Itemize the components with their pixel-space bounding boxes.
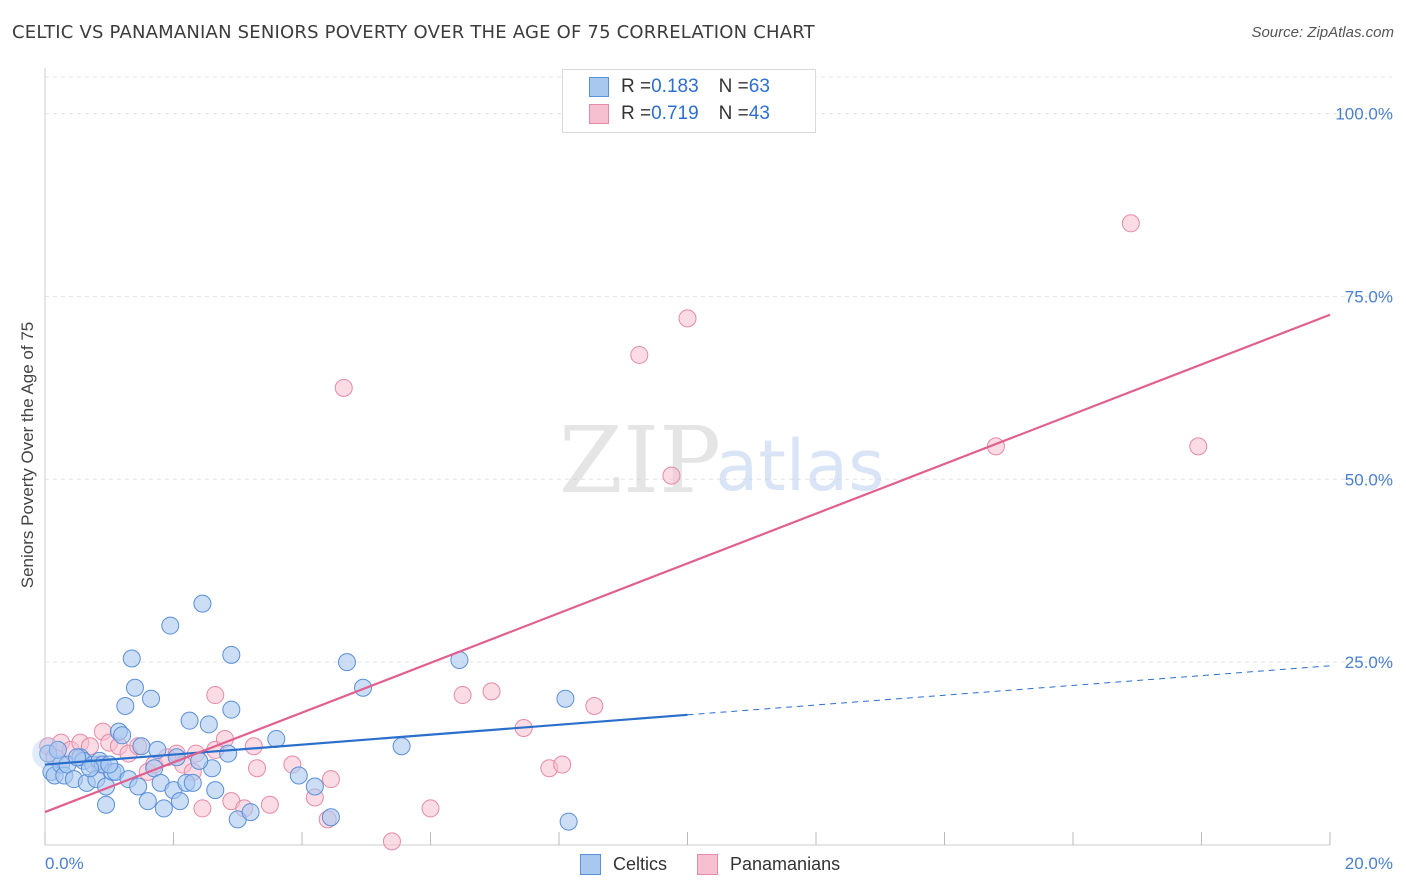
panamanian-point: [482, 682, 501, 701]
legend-n-value: 63: [748, 76, 770, 97]
celtics-trend-extension: [687, 665, 1331, 716]
legend-n-value: 43: [748, 103, 770, 124]
celtic-point: [199, 715, 218, 734]
axes: [44, 68, 1331, 846]
celtic-point: [222, 645, 241, 664]
panamanian-point: [421, 799, 440, 818]
trend-lines: [44, 313, 1331, 814]
legend-r-label: R =: [621, 103, 652, 124]
tick-labels: 25.0% 50.0% 75.0% 100.0% 0.0% 20.0%: [45, 105, 1393, 873]
watermark: ZIP atlas: [559, 407, 885, 514]
celtic-point: [183, 773, 202, 792]
celtic-point: [193, 594, 212, 613]
legend-n-label: N =: [718, 103, 749, 124]
celtic-point: [305, 777, 324, 796]
panamanian-point: [1121, 214, 1140, 233]
celtic-point: [161, 616, 180, 635]
celtic-point: [337, 653, 356, 672]
celtic-point: [219, 744, 238, 763]
panamanians-trend-line: [44, 313, 1331, 814]
legend-r-value: 0.183: [651, 76, 699, 97]
celtic-point: [80, 759, 99, 778]
panamanian-point: [206, 686, 225, 705]
x-tick-label: 20.0%: [1345, 854, 1393, 873]
panamanian-point: [678, 309, 697, 328]
celtic-point: [559, 812, 578, 831]
panamanian-point: [585, 697, 604, 716]
panamanian-point: [321, 770, 340, 789]
celtic-point: [392, 737, 411, 756]
watermark-zip: ZIP: [559, 407, 721, 514]
legend-row-panamanians: R = 0.719 N = 43: [589, 102, 770, 126]
celtic-point: [122, 649, 141, 668]
celtics-points: [32, 594, 578, 831]
y-tick-label: 25.0%: [1345, 653, 1393, 672]
legend-r-value: 0.719: [651, 103, 699, 124]
panamanian-point: [248, 759, 267, 778]
celtic-point: [129, 777, 148, 796]
panamanians-points: [39, 214, 1208, 851]
legend-item-panamanians[interactable]: Panamanians: [697, 853, 841, 875]
watermark-atlas: atlas: [715, 425, 884, 507]
celtic-point: [289, 766, 308, 785]
celtic-point: [267, 729, 286, 748]
celtic-point: [170, 792, 189, 811]
panamanian-point: [453, 686, 472, 705]
legend-item-celtics[interactable]: Celtics: [580, 853, 668, 875]
source-label: Source: ZipAtlas.com: [1251, 24, 1394, 41]
legend-n-label: N =: [718, 76, 749, 97]
x-tick-label: 0.0%: [45, 854, 84, 873]
y-tick-label: 100.0%: [1335, 105, 1393, 124]
legend-label-celtics: Celtics: [613, 853, 668, 874]
legend-row-celtics: R = 0.183 N = 63: [589, 75, 770, 99]
panamanian-point: [1189, 437, 1208, 456]
panamanian-point: [260, 795, 279, 814]
celtic-point: [148, 740, 167, 759]
y-tick-label: 50.0%: [1345, 470, 1393, 489]
panamanian-point: [382, 832, 401, 851]
celtic-point: [222, 700, 241, 719]
panamanian-point: [244, 737, 263, 756]
celtics-trend-line: [44, 713, 688, 766]
panamanian-point: [553, 755, 572, 774]
correlation-legend: R = 0.183 N = 63 R = 0.719 N = 43: [562, 69, 816, 133]
panamanian-point: [334, 378, 353, 397]
celtic-point: [180, 711, 199, 730]
celtic-point: [132, 737, 151, 756]
panamanian-point: [193, 799, 212, 818]
celtic-point: [125, 678, 144, 697]
legend-swatch-pink: [589, 104, 609, 124]
legend-swatch-pink: [697, 853, 719, 875]
celtic-point: [97, 795, 116, 814]
celtic-point: [116, 697, 135, 716]
legend-label-panamanians: Panamanians: [730, 853, 841, 874]
celtic-point: [556, 689, 575, 708]
celtic-point: [321, 808, 340, 827]
legend-swatch-blue: [589, 77, 609, 97]
legend-swatch-blue: [580, 853, 601, 875]
celtic-point: [354, 678, 373, 697]
celtic-point: [154, 799, 173, 818]
y-axis-label: Seniors Poverty Over the Age of 75: [18, 322, 37, 588]
y-tick-label: 75.0%: [1345, 287, 1393, 306]
celtic-point: [48, 740, 67, 759]
series-legend: Celtics Panamanians: [580, 852, 870, 876]
celtic-point: [142, 689, 161, 708]
celtic-point: [138, 792, 157, 811]
celtic-cluster-point: [32, 737, 65, 770]
celtic-point: [241, 803, 260, 822]
panamanian-point: [630, 345, 649, 364]
panamanian-point: [662, 466, 681, 485]
celtic-point: [206, 781, 225, 800]
celtic-point: [113, 726, 132, 745]
chart-title: CELTIC VS PANAMANIAN SENIORS POVERTY OVE…: [12, 22, 815, 43]
legend-r-label: R =: [621, 76, 652, 97]
